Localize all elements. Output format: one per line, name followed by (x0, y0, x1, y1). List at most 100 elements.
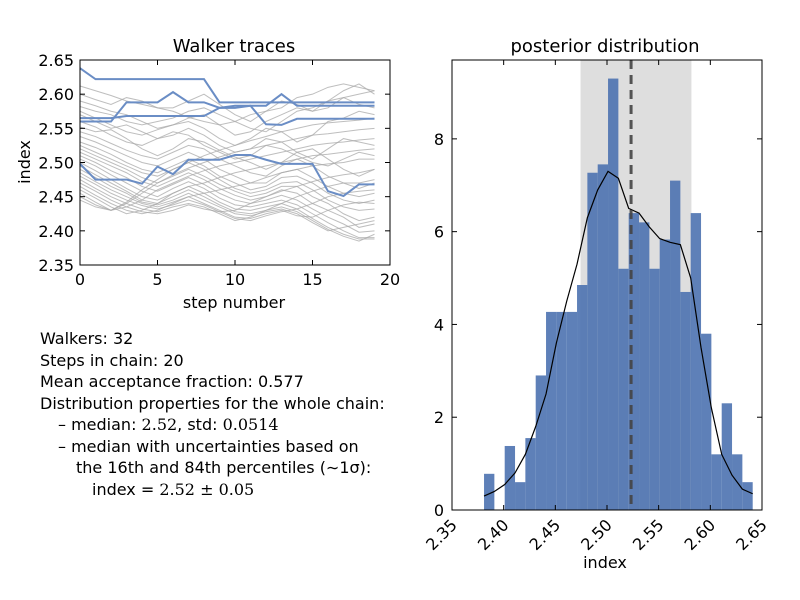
y-tick-label: 2.55 (38, 119, 74, 138)
walker-trace-gray (79, 110, 375, 146)
histogram-bar (515, 482, 526, 510)
histogram-bar (597, 164, 609, 510)
y-tick-label: 2.40 (38, 222, 74, 241)
walker-trace-gray (79, 162, 375, 240)
histogram-bar (701, 333, 712, 510)
walker-trace-gray (79, 141, 375, 205)
posterior-histogram-plot: posterior distribution 2.35 2.40 2.45 2.50 2… (422, 36, 771, 572)
y-tick-label: 2.60 (38, 85, 74, 104)
distribution-header-text: Distribution properties for the whole ch… (40, 393, 385, 413)
walker-trace-gray (79, 114, 375, 160)
x-tick-label: 2.50 (577, 515, 616, 554)
walkers-count-text: Walkers: 32 (40, 329, 134, 348)
median-value: 2.52 (141, 415, 178, 434)
histogram-bar (608, 78, 619, 510)
walker-trace-gray (79, 126, 375, 177)
histogram-bar (628, 213, 640, 511)
walker-traces-y-label: index (15, 140, 34, 184)
histogram-bar (742, 482, 753, 510)
walker-traces-plot: Walker traces 0 5 10 15 20 2.352.402.452.502… (15, 36, 400, 312)
histogram-bar (535, 375, 547, 510)
walker-trace-highlight (80, 90, 375, 123)
posterior-title: posterior distribution (510, 36, 699, 57)
histogram-bar (721, 403, 733, 510)
median-std-line: – median: 2.52, std: 0.0514 (40, 414, 385, 436)
x-tick-label: 2.45 (526, 515, 565, 554)
x-tick-label: 15 (302, 270, 322, 289)
result-prefix: index = (92, 479, 160, 499)
walker-trace-gray (79, 165, 375, 242)
std-value: 0.0514 (222, 415, 279, 434)
walker-trace-gray (79, 172, 375, 220)
x-tick-label: 10 (225, 270, 245, 289)
histogram-bar (618, 268, 629, 510)
walker-trace-highlight (80, 104, 375, 126)
histogram-bar (587, 172, 598, 510)
posterior-x-label: index (583, 553, 627, 572)
histogram-bar (711, 454, 722, 510)
walker-trace-gray (79, 158, 375, 215)
histogram-bar (525, 438, 536, 510)
x-tick-label: 5 (152, 270, 162, 289)
result-line: index = 2.52 ± 0.05 (40, 479, 385, 501)
chain-summary: Walkers: 32 Steps in chain: 20 Mean acce… (40, 328, 385, 500)
histogram-bar (639, 222, 650, 510)
x-tick-label: 0 (75, 270, 85, 289)
y-tick-label: 2.35 (38, 256, 74, 275)
walker-traces-x-ticks: 0 5 10 15 20 (75, 60, 400, 289)
steps-count-text: Steps in chain: 20 (40, 350, 184, 370)
y-tick-label: 2.45 (38, 188, 74, 207)
histogram-bar (680, 291, 691, 510)
walker-trace-gray (79, 131, 375, 189)
std-label: , std: (177, 415, 223, 434)
x-tick-label: 2.60 (681, 515, 720, 554)
histogram-bar (690, 213, 702, 511)
x-tick-label: 2.40 (474, 515, 513, 554)
histogram-bar (649, 268, 660, 510)
walker-trace-gray (79, 168, 375, 215)
walker-traces-series (79, 67, 375, 242)
histogram-bar (566, 311, 578, 510)
y-tick-label: 6 (434, 223, 444, 242)
walker-trace-gray (79, 138, 375, 211)
acceptance-fraction-text: Mean acceptance fraction: 0.577 (40, 372, 304, 391)
histogram-bar (577, 285, 588, 510)
histogram-bar (484, 473, 495, 510)
y-tick-label: 2.50 (38, 154, 74, 173)
x-tick-label: 2.65 (732, 515, 771, 554)
histogram-bar (556, 311, 567, 510)
walker-trace-gray (79, 158, 375, 239)
y-tick-label: 2.65 (38, 51, 74, 70)
walker-trace-gray (79, 127, 375, 211)
histogram-bar (546, 311, 557, 510)
result-value: 2.52 ± 0.05 (159, 479, 255, 499)
y-tick-label: 8 (434, 130, 444, 149)
walker-trace-gray (79, 117, 375, 211)
walker-trace-gray (79, 179, 375, 222)
posterior-series (483, 60, 753, 511)
histogram-bar (659, 239, 671, 511)
y-tick-label: 2 (434, 408, 444, 427)
walker-trace-gray (79, 151, 375, 228)
walker-trace-gray (79, 175, 375, 222)
histogram-bar (670, 180, 681, 510)
median-prefix: – median: (58, 415, 142, 434)
walker-trace-gray (79, 90, 375, 123)
x-tick-label: 2.35 (422, 515, 461, 554)
walker-traces-y-ticks: 2.35 2.40 2.45 2.50 2.55 2.60 2.65 (38, 51, 390, 275)
walker-traces-title: Walker traces (173, 36, 296, 57)
y-tick-label: 4 (434, 315, 444, 334)
uncertainty-line-1: – median with uncertainties based on (58, 436, 359, 456)
x-tick-label: 20 (380, 270, 400, 289)
walker-trace-gray (79, 148, 375, 215)
uncertainty-line-2: the 16th and 84th percentiles (∼1σ): (76, 458, 372, 477)
walker-trace-gray (79, 121, 375, 167)
walker-trace-highlight (79, 153, 375, 198)
walker-trace-gray (79, 144, 375, 211)
walker-traces-x-label: step number (183, 293, 286, 312)
posterior-y-ticks: 0 2 4 6 8 (434, 130, 762, 520)
walker-trace-highlight (79, 67, 375, 104)
walker-trace-gray (79, 168, 375, 232)
x-tick-label: 2.55 (629, 515, 668, 554)
